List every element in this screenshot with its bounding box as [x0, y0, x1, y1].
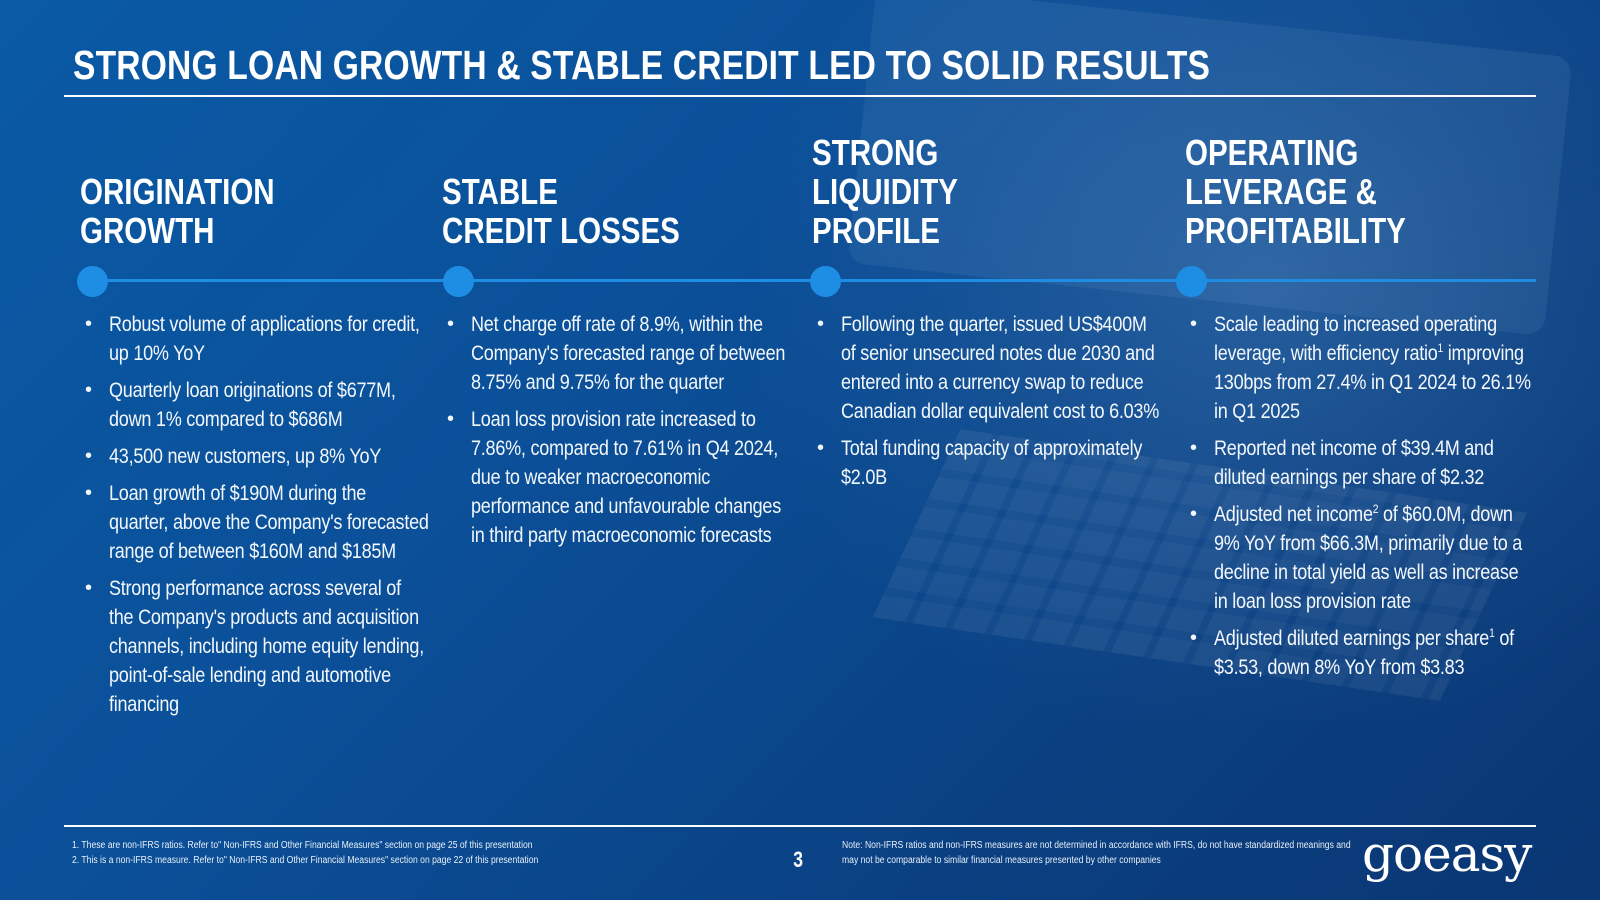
- bullet-item: Following the quarter, issued US$400M of…: [812, 310, 1162, 426]
- slide-title: STRONG LOAN GROWTH & STABLE CREDIT LED T…: [73, 42, 1211, 88]
- bullet-list: Robust volume of applications for credit…: [80, 310, 430, 727]
- footer-divider: [64, 825, 1536, 827]
- bullet-item: Adjusted diluted earnings per share1 of …: [1185, 624, 1535, 682]
- column-heading: OPERATING LEVERAGE & PROFITABILITY: [1185, 132, 1406, 251]
- column-heading: STABLE CREDIT LOSSES: [442, 171, 680, 251]
- timeline-line: [78, 279, 1536, 282]
- bullet-list: Scale leading to increased operating lev…: [1185, 310, 1535, 690]
- timeline-dot: [77, 266, 108, 297]
- column-heading: ORIGINATION GROWTH: [80, 171, 275, 251]
- bullet-item: 43,500 new customers, up 8% YoY: [80, 442, 430, 471]
- footnote-marker: 1: [1489, 626, 1495, 640]
- column-heading: STRONG LIQUIDITY PROFILE: [812, 132, 958, 251]
- bullet-item: Strong performance across several of the…: [80, 574, 430, 719]
- bullet-item: Loan growth of $190M during the quarter,…: [80, 479, 430, 566]
- bullet-item: Quarterly loan originations of $677M, do…: [80, 376, 430, 434]
- footnotes: 1. These are non-IFRS ratios. Refer to" …: [72, 838, 614, 868]
- footnote-marker: 1: [1437, 341, 1444, 355]
- bullet-item: Robust volume of applications for credit…: [80, 310, 430, 368]
- goeasy-logo: goeasy: [1362, 825, 1532, 883]
- footnote-2: 2. This is a non-IFRS measure. Refer to"…: [72, 855, 539, 866]
- footnote-marker: 2: [1372, 502, 1379, 516]
- bullet-item: Scale leading to increased operating lev…: [1185, 310, 1535, 426]
- footnote-1: 1. These are non-IFRS ratios. Refer to" …: [72, 840, 533, 851]
- bullet-item: Total funding capacity of approximately …: [812, 434, 1162, 492]
- title-divider: [64, 95, 1536, 97]
- timeline-dot: [443, 266, 474, 297]
- bullet-item: Adjusted net income2 of $60.0M, down 9% …: [1185, 500, 1535, 616]
- bullet-item: Reported net income of $39.4M and dilute…: [1185, 434, 1535, 492]
- non-ifrs-note: Note: Non-IFRS ratios and non-IFRS measu…: [842, 840, 1351, 866]
- timeline-dot: [1176, 266, 1207, 297]
- timeline-dot: [810, 266, 841, 297]
- page-number: 3: [793, 847, 804, 872]
- bullet-list: Net charge off rate of 8.9%, within the …: [442, 310, 792, 558]
- bullet-item: Net charge off rate of 8.9%, within the …: [442, 310, 792, 397]
- bullet-list: Following the quarter, issued US$400M of…: [812, 310, 1162, 500]
- bullet-item: Loan loss provision rate increased to 7.…: [442, 405, 792, 550]
